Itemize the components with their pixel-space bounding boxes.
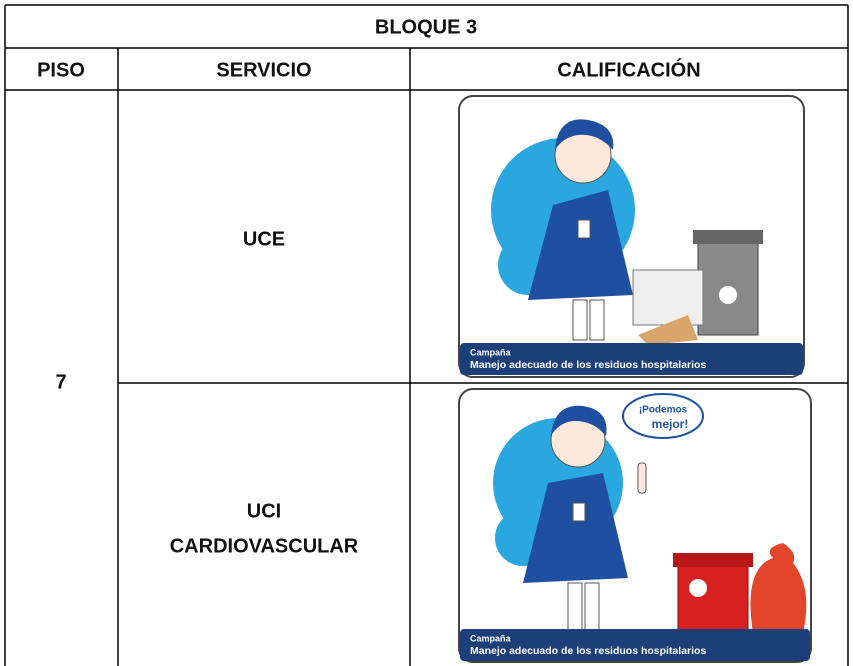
header: PISO — [37, 59, 85, 81]
floor: 7 — [55, 371, 66, 393]
header: SERVICIO — [216, 59, 311, 81]
bubble-text: ¡Podemos — [639, 405, 688, 416]
table-title: BLOQUE 3 — [375, 16, 477, 38]
service: UCI — [247, 500, 281, 522]
poster: ¡Podemos mejor! Campaña Manejo adecuado … — [458, 388, 812, 663]
service: CARDIOVASCULAR — [170, 535, 359, 557]
poster: Campaña Manejo adecuado de los residuos … — [458, 95, 805, 378]
poster-caption: Manejo adecuado de los residuos hospital… — [470, 645, 706, 657]
service: UCE — [243, 228, 285, 250]
poster-label: Campaña — [470, 633, 512, 643]
poster-label: Campaña — [470, 347, 512, 357]
header: CALIFICACIÓN — [557, 57, 700, 81]
table-grid — [4, 4, 849, 666]
poster-caption: Manejo adecuado de los residuos hospital… — [470, 359, 706, 371]
bubble-text: mejor! — [652, 417, 689, 431]
